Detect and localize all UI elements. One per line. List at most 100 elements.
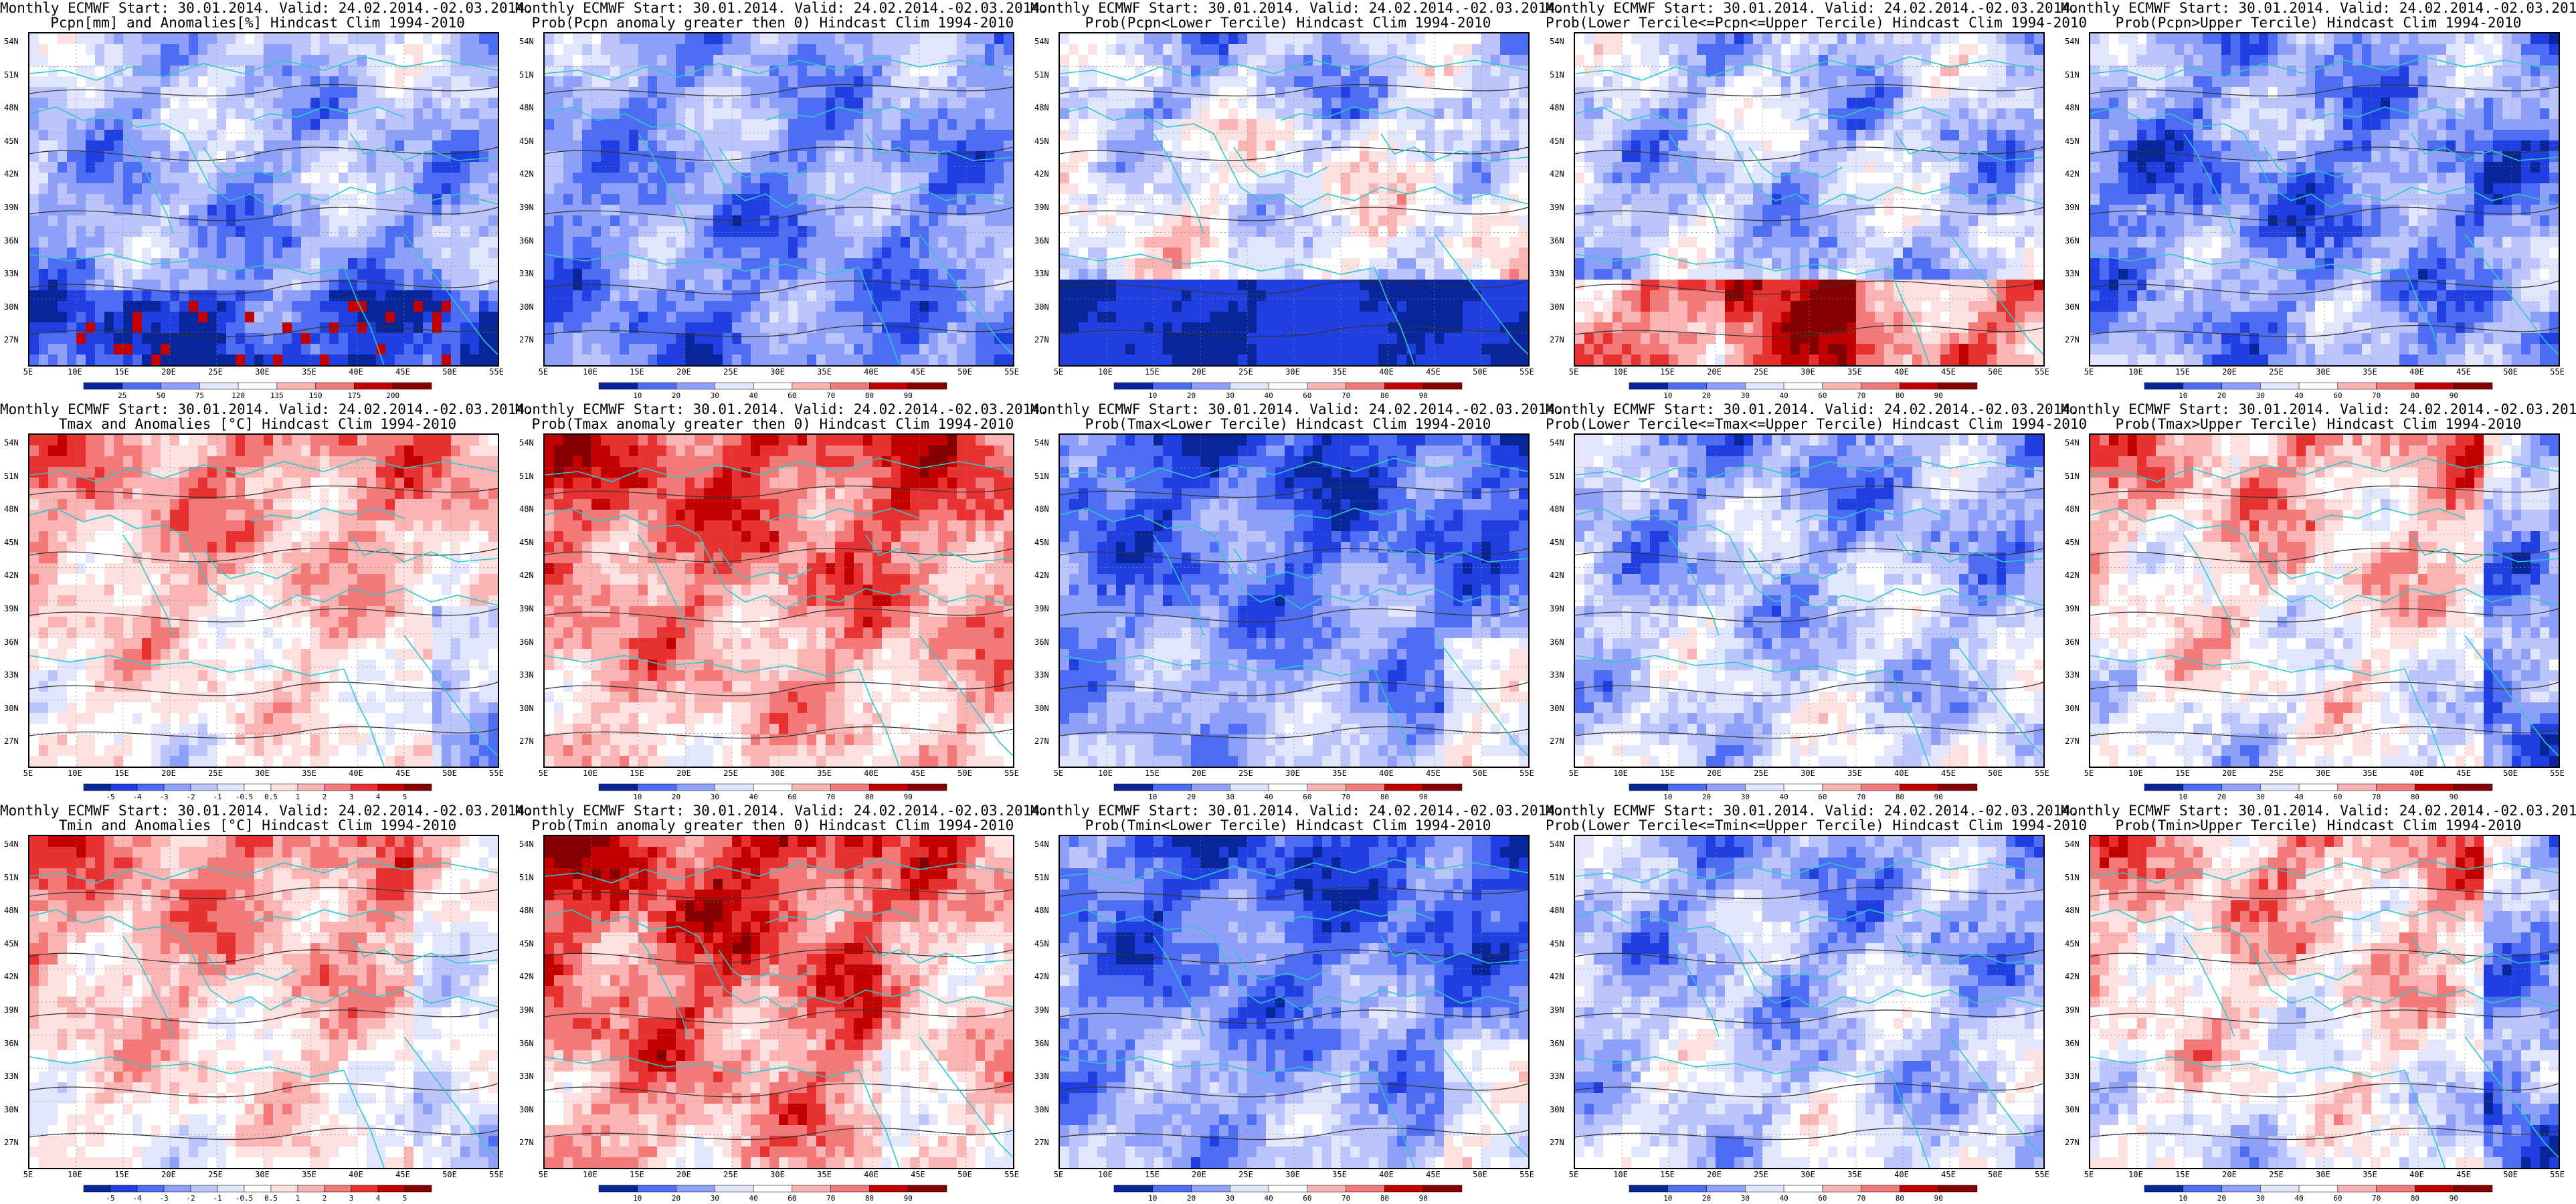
colorbar-tick-label: 1 (296, 1194, 300, 1203)
colorbar-tick-label: 20 (2217, 391, 2226, 400)
colorbar: -5 -4 -3 -2 -1 -0.5 0.5 1 2 3 4 5 (83, 783, 432, 801)
longitude-label: 15E (2175, 1171, 2190, 1179)
colorbar-swatch (1422, 382, 1463, 390)
colorbar-tick-label: 80 (1896, 793, 1904, 801)
colorbar-tick-label: 40 (749, 391, 757, 400)
longitude-label: 30E (1285, 1171, 1300, 1179)
colorbar-swatch (2260, 382, 2300, 390)
latitude-label: 54N (519, 439, 534, 447)
colorbar-tick-label: -0.5 (236, 793, 254, 801)
longitude-label: 25E (1754, 1171, 1768, 1179)
colorbar-container: 10 20 30 40 60 70 80 90 (1030, 381, 1546, 400)
coastline (2183, 936, 2235, 1037)
contour-line (2090, 682, 2559, 696)
panel-header-line: Monthly ECMWF Start: 30.01.2014. Valid: … (1030, 803, 1564, 819)
latitude-label: 42N (2065, 571, 2080, 579)
colorbar-tick-label: 2 (323, 793, 327, 801)
coastline (1060, 1056, 1375, 1078)
latitude-label: 39N (1034, 605, 1049, 613)
latitude-label: 39N (2065, 605, 2080, 613)
latitude-label: 39N (519, 1006, 534, 1014)
colorbar-swatch (598, 382, 638, 390)
latitude-label: 51N (1034, 71, 1049, 79)
longitude-label: 35E (2363, 1171, 2377, 1179)
latitude-label: 36N (4, 237, 19, 245)
colorbar-tick-label: 50 (157, 391, 165, 400)
longitude-label: 10E (1098, 1171, 1113, 1179)
colorbar-swatch (1938, 783, 1978, 791)
colorbar-tick-label: 10 (633, 793, 642, 801)
coastline (1280, 106, 1435, 121)
contour-line (545, 485, 1013, 498)
colorbar-tick-label: 80 (865, 391, 874, 400)
latitude-label: 48N (519, 104, 534, 112)
map-field (1575, 836, 2043, 1168)
coastline (29, 859, 498, 884)
longitude-label: 50E (1988, 769, 2003, 777)
panel-title: Tmax and Anomalies [°C] Hindcast Clim 19… (0, 416, 515, 432)
latitude-label: 30N (1034, 303, 1049, 311)
map-field (2090, 33, 2559, 365)
longitude-label: 10E (583, 368, 597, 376)
colorbar-tick-label: 70 (2372, 793, 2381, 801)
colorbar-swatch (324, 1185, 352, 1193)
colorbar-swatch (1268, 382, 1308, 390)
longitude-label: 15E (1660, 769, 1675, 777)
latitude-label: 30N (4, 303, 19, 311)
colorbar-swatch (753, 382, 793, 390)
latitude-label: 45N (519, 137, 534, 145)
latitude-label: 45N (2065, 538, 2080, 546)
colorbar-tick-label: 80 (865, 1194, 874, 1203)
coastline (1575, 56, 2043, 81)
longitude-label: 50E (1473, 769, 1487, 777)
panel-title: Prob(Tmax anomaly greater then 0) Hindca… (515, 416, 1030, 432)
contour-line (29, 485, 498, 498)
latitude-label: 39N (2065, 203, 2080, 211)
colorbar-swatch (753, 783, 793, 791)
coastline (1374, 267, 1415, 365)
latitude-label: 54N (4, 840, 19, 848)
colorbar-swatch (2298, 1185, 2338, 1193)
longitude-label: 30E (1801, 368, 1815, 376)
coastline (2264, 949, 2359, 981)
coastline (1233, 146, 1328, 178)
longitude-label: 50E (1988, 1171, 2003, 1179)
colorbar-tick-label: 20 (1702, 1194, 1711, 1203)
panel-title: Pcpn[mm] and Anomalies[%] Hindcast Clim … (0, 15, 515, 31)
map-panel: Monthly ECMWF Start: 30.01.2014. Valid: … (1546, 0, 2087, 401)
coastline (2464, 1036, 2559, 1158)
coastline (2464, 233, 2559, 355)
latitude-label: 27N (519, 737, 534, 745)
coastline (1280, 508, 1435, 522)
latitude-label: 54N (1034, 840, 1049, 848)
latitude-label: 36N (1034, 1039, 1049, 1047)
panel-header-line: Monthly ECMWF Start: 30.01.2014. Valid: … (2061, 0, 2576, 16)
longitude-label: 30E (255, 1171, 270, 1179)
longitude-label: 35E (1332, 1171, 1347, 1179)
longitude-label: 20E (676, 1171, 691, 1179)
longitude-label: 25E (1238, 1171, 1253, 1179)
coastline (545, 655, 860, 676)
longitude-label: 15E (114, 368, 129, 376)
coastline (2090, 1056, 2405, 1078)
colorbar-swatch (2376, 382, 2415, 390)
coastline (545, 1056, 860, 1078)
coastline (1575, 508, 2043, 609)
longitude-label: 10E (583, 1171, 597, 1179)
colorbar-swatch (1667, 382, 1707, 390)
contour-line (1060, 1009, 1528, 1024)
longitude-label: 5E (2084, 368, 2094, 376)
panel-header-line: Monthly ECMWF Start: 30.01.2014. Valid: … (1546, 401, 2079, 417)
longitude-label: 45E (2456, 769, 2471, 777)
coastline (1795, 106, 1950, 121)
latitude-label: 42N (519, 170, 534, 178)
colorbar-swatch (1783, 382, 1823, 390)
coastline (1575, 458, 2043, 482)
map-panel: Monthly ECMWF Start: 30.01.2014. Valid: … (0, 803, 533, 1204)
coastline (1374, 668, 1415, 767)
contour-line (1060, 280, 1528, 295)
longitude-label: 30E (770, 368, 785, 376)
longitude-label: 30E (770, 1171, 785, 1179)
longitude-label: 20E (1192, 1171, 1206, 1179)
colorbar-tick-label: -1 (213, 793, 221, 801)
